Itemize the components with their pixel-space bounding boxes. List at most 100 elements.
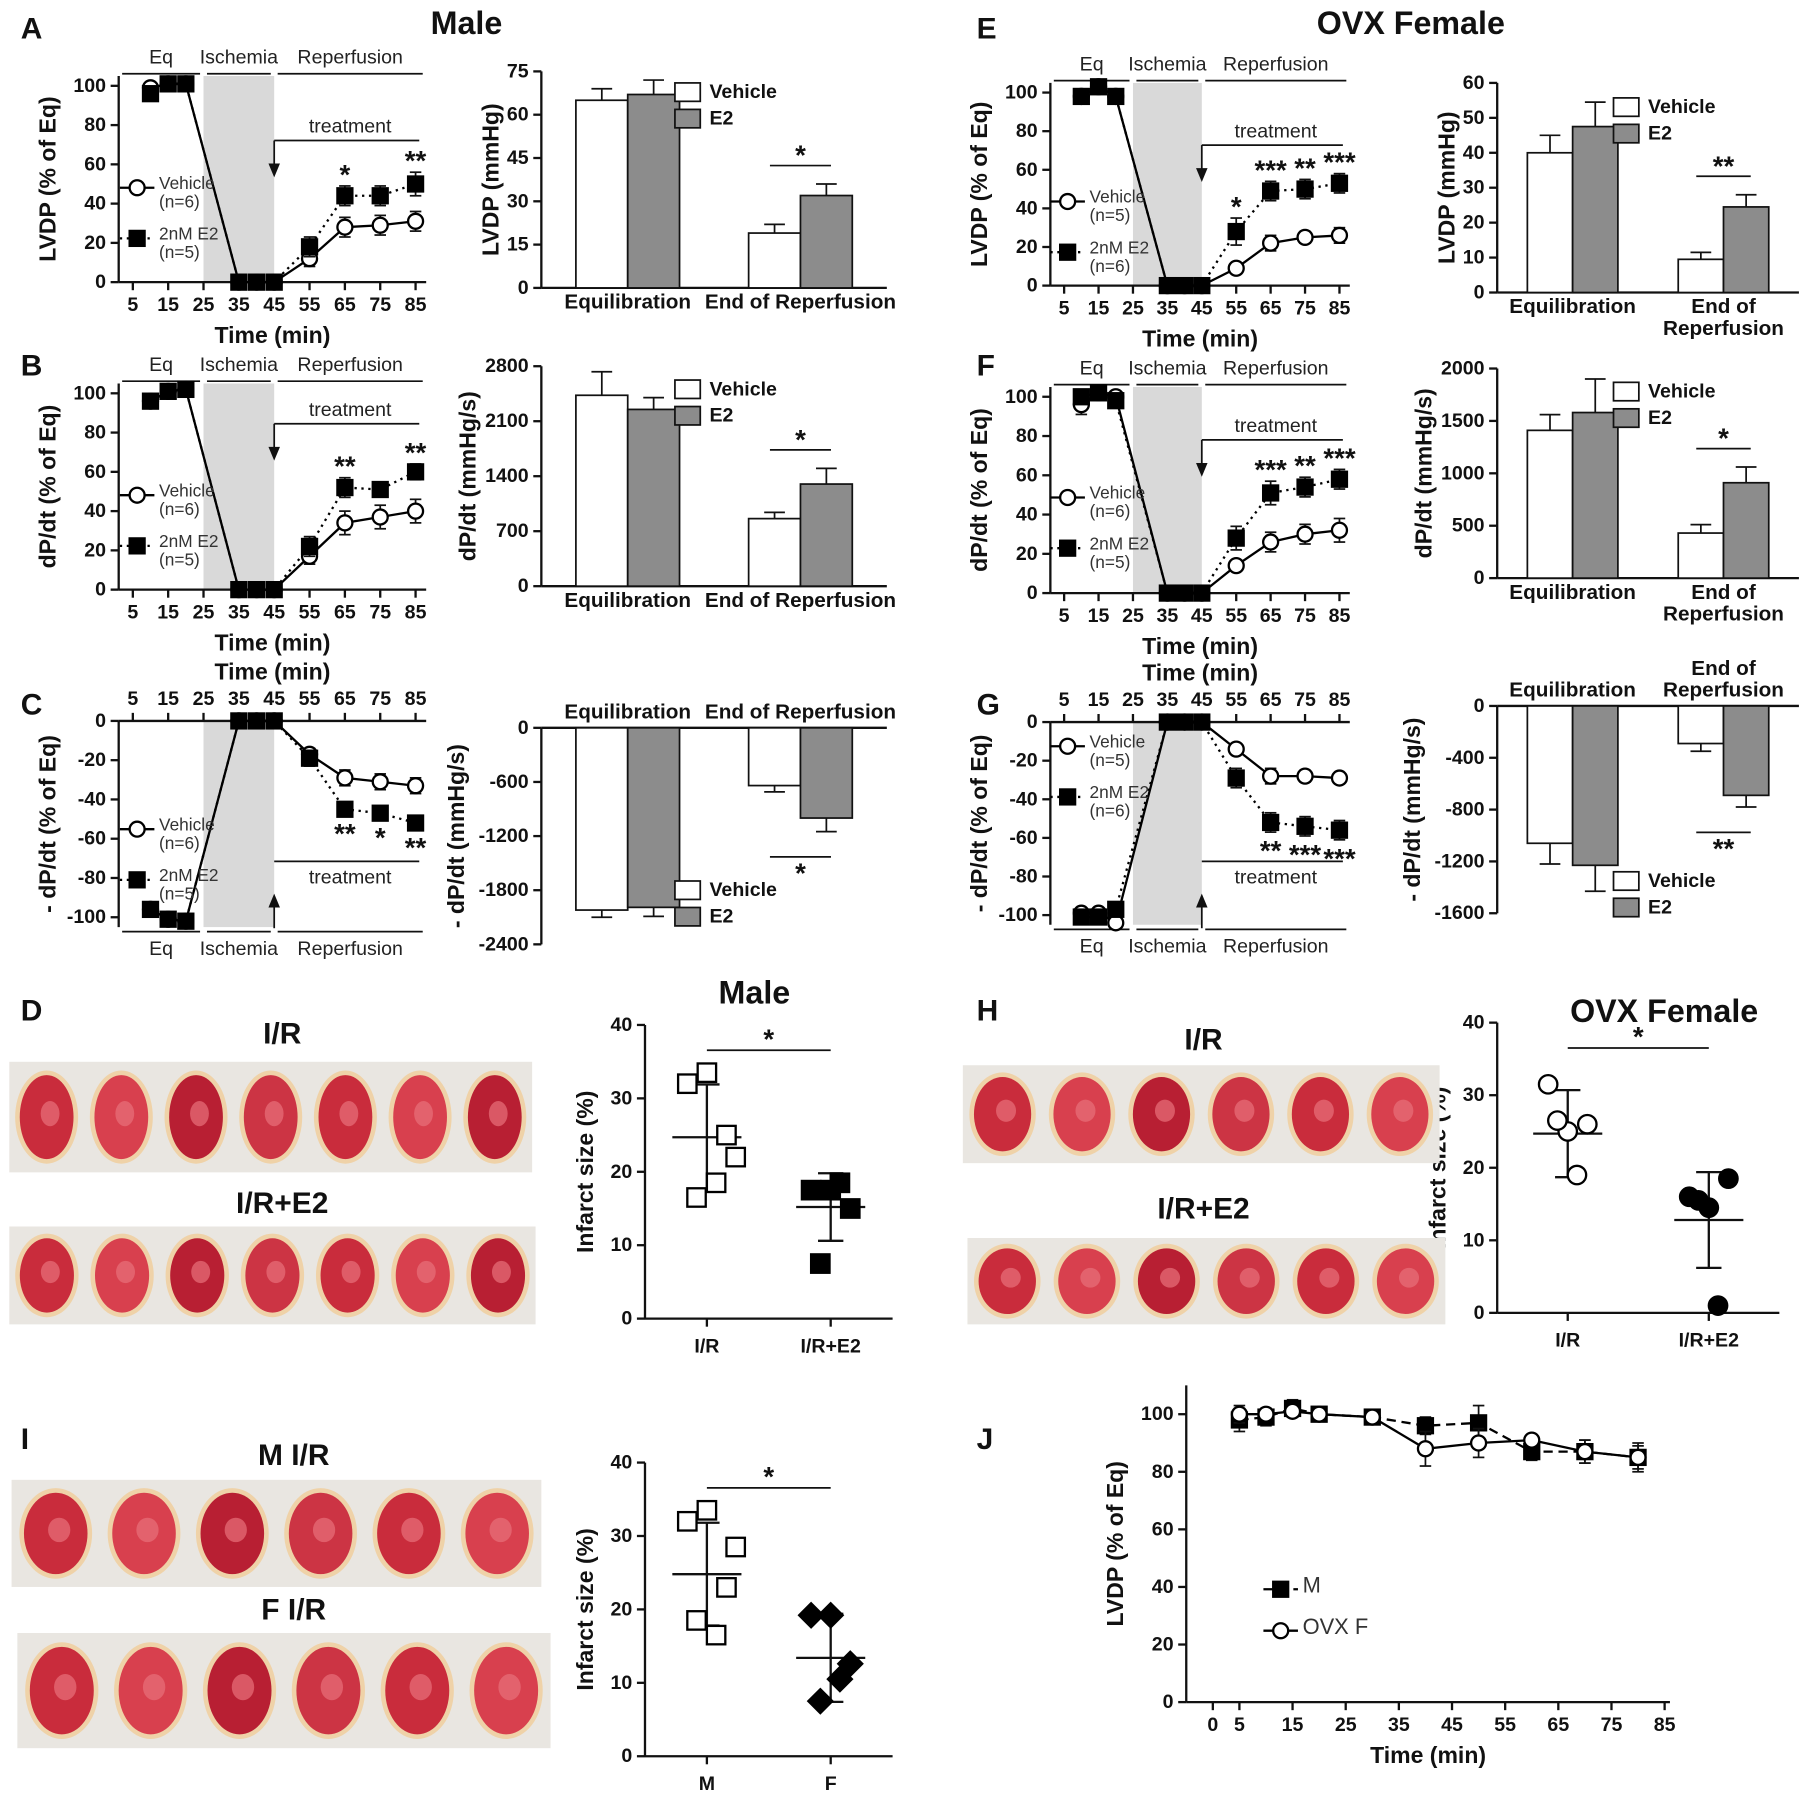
arrow-head <box>1196 168 1208 182</box>
y-tick-label: 80 <box>84 114 106 136</box>
marker <box>1718 1168 1739 1190</box>
y-tick-label: 45 <box>507 147 529 169</box>
treatment-label: treatment <box>1234 867 1317 889</box>
x-axis-label: Time (min) <box>214 630 330 656</box>
x-tick-label: 15 <box>157 602 179 624</box>
series-line <box>149 388 417 591</box>
marker <box>1363 1408 1381 1426</box>
significance: ** <box>334 451 356 482</box>
y-tick-label: 1400 <box>485 465 529 487</box>
phase-label: Reperfusion <box>297 47 402 69</box>
photo-label: I/R <box>1184 1023 1222 1056</box>
marker <box>1059 539 1077 557</box>
marker <box>1072 87 1090 106</box>
marker <box>336 478 354 497</box>
y-tick-label: 60 <box>1152 1518 1174 1540</box>
y-axis-label: LVDP (% of Eq) <box>1102 1461 1128 1626</box>
marker <box>128 820 146 838</box>
marker <box>406 502 425 520</box>
y-tick-label: 80 <box>1016 425 1038 447</box>
y-tick-label: 10 <box>1463 247 1485 269</box>
marker <box>1261 767 1280 785</box>
marker <box>128 871 146 889</box>
significance: ** <box>1294 450 1316 481</box>
significance: * <box>375 822 386 853</box>
heart-slice-core <box>996 1099 1017 1122</box>
y-tick-label: 60 <box>1016 464 1038 486</box>
marker <box>177 380 195 399</box>
y-tick-label: -20 <box>78 749 106 771</box>
y-tick-label: 0 <box>621 1308 632 1330</box>
legend-label-box: Vehicle (n=5) <box>1090 734 1146 770</box>
marker <box>371 187 389 205</box>
legend-swatch <box>1612 381 1640 402</box>
y-tick-label: -60 <box>1009 827 1037 849</box>
bar <box>799 194 854 289</box>
bar <box>1722 705 1770 797</box>
x-tick-label: M <box>699 1773 715 1795</box>
marker <box>1227 740 1245 758</box>
legend-label: Vehicle <box>1648 381 1716 403</box>
x-tick-label: 25 <box>193 602 215 624</box>
heart-slice-core <box>409 1674 432 1701</box>
legend-swatch <box>1612 97 1640 118</box>
x-tick-label: 5 <box>127 602 138 624</box>
marker <box>141 392 160 410</box>
x-tick-label: 55 <box>299 688 321 710</box>
y-tick-label: 40 <box>1152 1576 1174 1598</box>
bar <box>626 408 681 588</box>
x-tick-label-box: End of Reperfusion <box>705 291 896 312</box>
legend-label: Vehicle <box>709 378 777 400</box>
x-tick-label: 45 <box>263 688 285 710</box>
y-tick-label: 0 <box>95 579 106 601</box>
x-tick-label: 25 <box>1122 605 1144 627</box>
panel-letter: F <box>977 350 995 383</box>
x-tick-label: 65 <box>334 294 356 316</box>
x-tick-label: F <box>825 1773 837 1795</box>
legend-label: Vehicle <box>1648 96 1716 118</box>
marker <box>1688 1190 1709 1211</box>
x-tick-label: 15 <box>1282 1714 1304 1736</box>
marker <box>141 900 160 919</box>
y-tick-label: -800 <box>1445 799 1484 821</box>
marker <box>336 218 354 236</box>
y-axis-label: LVDP (% of Eq) <box>966 102 992 267</box>
marker <box>716 1124 737 1146</box>
x-axis-label: Time (min) <box>1370 1742 1486 1768</box>
x-axis-label: Time (min) <box>214 658 330 684</box>
legend-label: Vehicle (n=5) <box>1089 188 1146 226</box>
x-tick-label: 35 <box>228 688 250 710</box>
x-tick-label: 25 <box>1122 298 1144 320</box>
marker <box>1072 388 1090 406</box>
marker <box>800 1179 822 1201</box>
y-tick-label: 2800 <box>485 355 529 377</box>
legend-label: E2 <box>1648 896 1672 918</box>
marker <box>371 480 389 499</box>
marker <box>128 537 146 555</box>
bar <box>1526 429 1574 579</box>
y-tick-label: 30 <box>611 1087 633 1109</box>
marker <box>705 1172 727 1194</box>
x-tick-label-box: End of Reperfusion <box>1663 657 1784 701</box>
marker <box>406 175 425 193</box>
x-tick-label: 45 <box>1191 298 1213 320</box>
treatment-label: treatment <box>309 399 392 421</box>
x-tick-label: 45 <box>1191 689 1213 711</box>
marker <box>696 1499 718 1521</box>
panel-letter: H <box>977 995 999 1028</box>
phase-label: Reperfusion <box>1223 358 1328 380</box>
y-axis-label: - dP/dt (mmHg/s) <box>1399 718 1425 902</box>
x-axis-label: Time (min) <box>1142 326 1258 352</box>
marker <box>1227 222 1245 241</box>
phase-label: Reperfusion <box>297 354 402 376</box>
x-tick-label: 65 <box>1260 605 1282 627</box>
marker <box>836 1650 864 1678</box>
x-tick-label: Equilibration <box>564 291 692 314</box>
marker <box>1330 470 1349 488</box>
marker <box>300 238 319 256</box>
panel-letter: E <box>977 12 997 45</box>
y-axis-label: LVDP (mmHg) <box>478 103 504 256</box>
y-tick-label: 80 <box>1016 120 1038 142</box>
bar <box>626 726 681 909</box>
photo <box>17 1633 551 1749</box>
